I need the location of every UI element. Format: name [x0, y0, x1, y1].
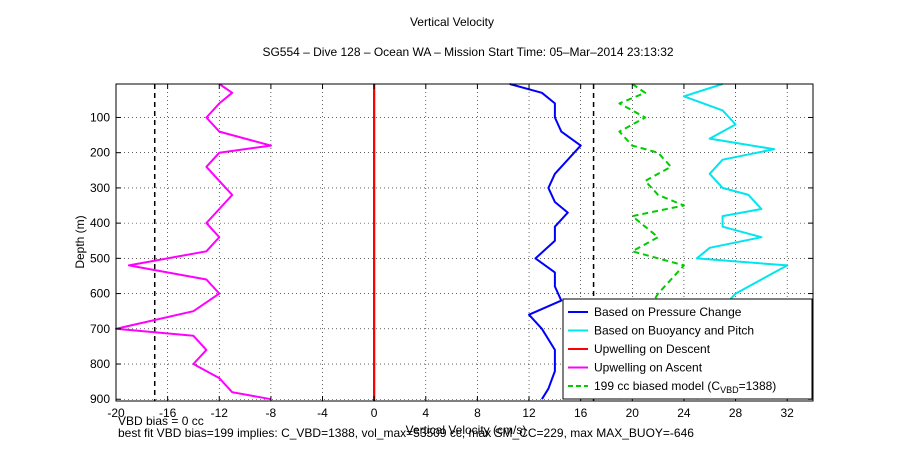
x-axis-label: Vertical Velocity (cm/s) — [406, 423, 527, 437]
y-tick-label: 300 — [90, 181, 110, 195]
y-tick-label: 100 — [90, 110, 110, 124]
series-line-3 — [115, 83, 272, 401]
y-tick-label: 500 — [90, 251, 110, 265]
vbd-bias-annotation: VBD bias = 0 cc — [118, 414, 204, 428]
legend: Based on Pressure Change Based on Buoyanc… — [562, 298, 813, 400]
x-tick-label: -8 — [266, 406, 277, 420]
legend-label-0: Based on Pressure Change — [594, 305, 742, 319]
x-tick-label: -4 — [317, 406, 328, 420]
x-tick-label: 12 — [522, 406, 536, 420]
x-tick-label: 8 — [474, 406, 481, 420]
x-tick-label: -20 — [107, 406, 125, 420]
y-axis-label: Depth (m) — [73, 215, 87, 268]
y-tick-label: 700 — [90, 322, 110, 336]
chart-title: Vertical Velocity — [410, 15, 494, 29]
x-axis-ticks: -20 -16 -12 -8 -4 0 4 8 12 16 20 24 28 32 — [107, 84, 794, 420]
legend-label-4: 199 cc biased model (CVBD=1388) — [594, 379, 776, 395]
legend-label-3: Upwelling on Ascent — [594, 361, 703, 375]
legend-label-1: Based on Buoyancy and Pitch — [594, 324, 754, 338]
x-tick-label: 20 — [626, 406, 640, 420]
y-tick-label: 600 — [90, 287, 110, 301]
plot-area-frame — [115, 83, 814, 402]
y-axis-ticks: 100 200 300 400 500 600 700 800 900 — [90, 110, 813, 406]
y-tick-label: 900 — [90, 392, 110, 406]
best-fit-annotation: best fit VBD bias=199 implies: C_VBD=138… — [118, 426, 694, 440]
x-tick-label: 32 — [781, 406, 795, 420]
chart-subtitle: SG554 – Dive 128 – Ocean WA – Mission St… — [262, 45, 673, 59]
y-tick-label: 800 — [90, 357, 110, 371]
series-line-0 — [509, 83, 582, 400]
x-tick-label: 4 — [422, 406, 429, 420]
x-tick-label: 0 — [371, 406, 378, 420]
x-tick-label: 28 — [729, 406, 743, 420]
x-tick-label: -16 — [159, 406, 177, 420]
grid-lines — [115, 84, 813, 401]
y-tick-label: 200 — [90, 146, 110, 160]
x-tick-label: -12 — [211, 406, 229, 420]
legend-box — [562, 298, 813, 400]
y-tick-label: 400 — [90, 216, 110, 230]
x-tick-label: 16 — [574, 406, 588, 420]
legend-label-2: Upwelling on Descent — [594, 342, 711, 356]
x-tick-label: 24 — [677, 406, 691, 420]
